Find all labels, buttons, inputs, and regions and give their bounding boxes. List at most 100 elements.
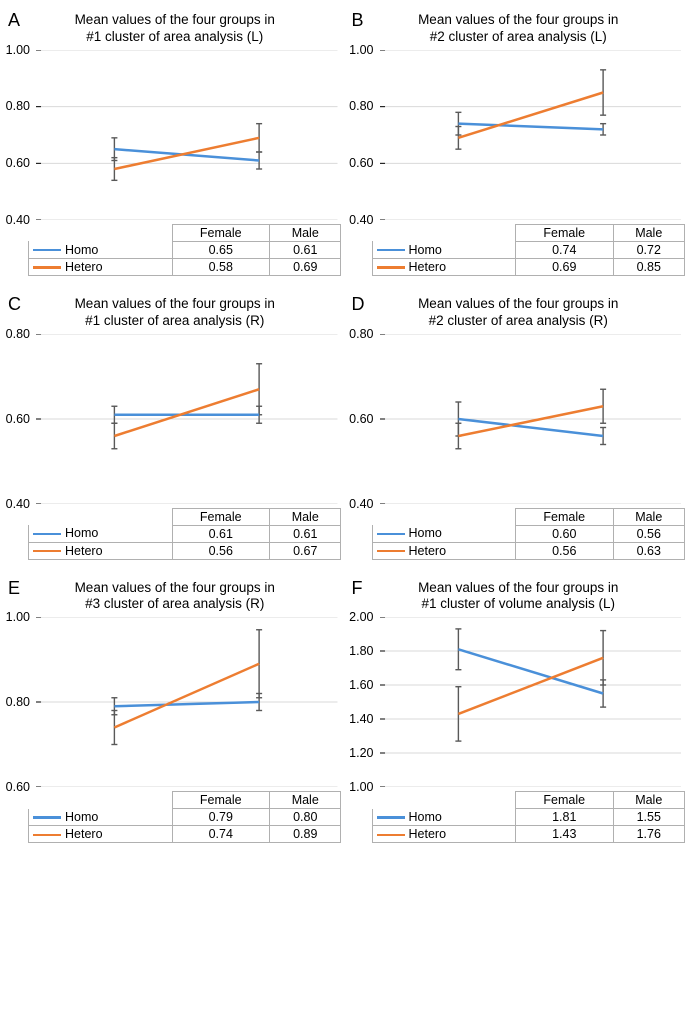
- cell-homo-male: 0.61: [270, 241, 341, 258]
- row-header-homo: Homo: [29, 809, 173, 826]
- y-tick-label: 0.80: [349, 327, 377, 341]
- cell-homo-female: 0.60: [516, 525, 613, 542]
- cell-homo-male: 0.61: [270, 525, 341, 542]
- hetero-swatch-icon: [377, 834, 405, 837]
- cell-homo-male: 0.56: [613, 525, 684, 542]
- y-tick-label: 0.40: [349, 497, 377, 511]
- cell-hetero-female: 1.43: [516, 826, 613, 843]
- chart-area: 1.001.201.401.601.802.00: [380, 617, 682, 787]
- series-label-hetero: Hetero: [409, 827, 447, 841]
- col-header-male: Male: [613, 508, 684, 525]
- panel-title-line2: #2 cluster of area analysis (L): [364, 29, 674, 46]
- panel-letter: C: [8, 294, 21, 315]
- col-header-male: Male: [270, 224, 341, 241]
- chart-svg: [380, 50, 682, 220]
- chart-svg: [380, 617, 682, 787]
- panel-title-line1: Mean values of the four groups in: [20, 12, 330, 29]
- row-header-hetero: Hetero: [372, 542, 516, 559]
- y-tick-label: 0.80: [6, 99, 34, 113]
- col-header-male: Male: [613, 792, 684, 809]
- cell-hetero-male: 1.76: [613, 826, 684, 843]
- cell-homo-female: 0.65: [172, 241, 269, 258]
- col-header-male: Male: [270, 508, 341, 525]
- row-header-homo: Homo: [29, 241, 173, 258]
- panel-b: BMean values of the four groups in#2 clu…: [352, 10, 686, 276]
- cell-homo-female: 0.61: [172, 525, 269, 542]
- row-header-hetero: Hetero: [29, 542, 173, 559]
- chart-svg: [380, 334, 682, 504]
- panel-title-line2: #3 cluster of area analysis (R): [20, 596, 330, 613]
- cell-homo-male: 0.72: [613, 241, 684, 258]
- y-tick-label: 0.60: [6, 156, 34, 170]
- cell-homo-female: 0.79: [172, 809, 269, 826]
- y-tick-label: 0.60: [6, 412, 34, 426]
- panel-title-line1: Mean values of the four groups in: [364, 580, 674, 597]
- panel-title: Mean values of the four groups in#2 clus…: [352, 296, 686, 330]
- hetero-swatch-icon: [377, 266, 405, 269]
- row-header-hetero: Hetero: [372, 258, 516, 275]
- col-header-female: Female: [172, 792, 269, 809]
- hetero-swatch-icon: [33, 266, 61, 269]
- y-tick-label: 1.00: [6, 610, 34, 624]
- panel-title: Mean values of the four groups in#1 clus…: [8, 296, 342, 330]
- row-header-homo: Homo: [372, 241, 516, 258]
- cell-hetero-female: 0.56: [172, 542, 269, 559]
- y-tick-label: 0.60: [349, 412, 377, 426]
- panel-title-line1: Mean values of the four groups in: [20, 580, 330, 597]
- chart-area: 0.400.600.80: [380, 334, 682, 504]
- series-label-homo: Homo: [65, 526, 98, 540]
- cell-homo-male: 1.55: [613, 809, 684, 826]
- homo-swatch-icon: [33, 249, 61, 252]
- y-tick-label: 1.00: [6, 43, 34, 57]
- panel-title-line2: #1 cluster of area analysis (L): [20, 29, 330, 46]
- y-tick-label: 0.60: [6, 780, 34, 794]
- col-header-female: Female: [516, 224, 613, 241]
- panel-letter: D: [352, 294, 365, 315]
- y-tick-label: 2.00: [349, 610, 377, 624]
- row-header-homo: Homo: [372, 525, 516, 542]
- legend-table: Female Male Homo 0.79 0.80 Hetero 0.74 0…: [28, 791, 341, 843]
- col-header-female: Female: [516, 792, 613, 809]
- y-tick-label: 0.80: [349, 99, 377, 113]
- y-tick-label: 0.40: [349, 213, 377, 227]
- col-header-female: Female: [172, 508, 269, 525]
- cell-homo-female: 1.81: [516, 809, 613, 826]
- y-tick-label: 1.00: [349, 43, 377, 57]
- chart-svg: [36, 617, 338, 787]
- series-label-hetero: Hetero: [409, 260, 447, 274]
- legend-table: Female Male Homo 0.65 0.61 Hetero 0.58 0…: [28, 224, 341, 276]
- cell-homo-male: 0.80: [270, 809, 341, 826]
- row-header-homo: Homo: [29, 525, 173, 542]
- series-label-homo: Homo: [65, 243, 98, 257]
- cell-homo-female: 0.74: [516, 241, 613, 258]
- hetero-swatch-icon: [33, 834, 61, 837]
- row-header-hetero: Hetero: [372, 826, 516, 843]
- cell-hetero-male: 0.69: [270, 258, 341, 275]
- series-label-homo: Homo: [409, 243, 442, 257]
- cell-hetero-female: 0.69: [516, 258, 613, 275]
- hetero-swatch-icon: [377, 550, 405, 553]
- homo-swatch-icon: [377, 533, 405, 536]
- series-label-hetero: Hetero: [409, 544, 447, 558]
- y-tick-label: 1.00: [349, 780, 377, 794]
- y-tick-label: 0.80: [6, 695, 34, 709]
- panel-title: Mean values of the four groups in#1 clus…: [8, 12, 342, 46]
- panel-title-line2: #1 cluster of volume analysis (L): [364, 596, 674, 613]
- chart-area: 0.600.801.00: [36, 617, 338, 787]
- panel-letter: A: [8, 10, 20, 31]
- panel-letter: E: [8, 578, 20, 599]
- series-label-hetero: Hetero: [65, 544, 103, 558]
- panel-f: FMean values of the four groups in#1 clu…: [352, 578, 686, 844]
- y-tick-label: 1.20: [349, 746, 377, 760]
- col-header-female: Female: [172, 224, 269, 241]
- chart-area: 0.400.600.80: [36, 334, 338, 504]
- y-tick-label: 0.80: [6, 327, 34, 341]
- legend-table: Female Male Homo 0.74 0.72 Hetero 0.69 0…: [372, 224, 685, 276]
- cell-hetero-male: 0.85: [613, 258, 684, 275]
- cell-hetero-female: 0.56: [516, 542, 613, 559]
- hetero-swatch-icon: [33, 550, 61, 553]
- homo-swatch-icon: [377, 249, 405, 252]
- cell-hetero-male: 0.63: [613, 542, 684, 559]
- panel-a: AMean values of the four groups in#1 clu…: [8, 10, 342, 276]
- panel-e: EMean values of the four groups in#3 clu…: [8, 578, 342, 844]
